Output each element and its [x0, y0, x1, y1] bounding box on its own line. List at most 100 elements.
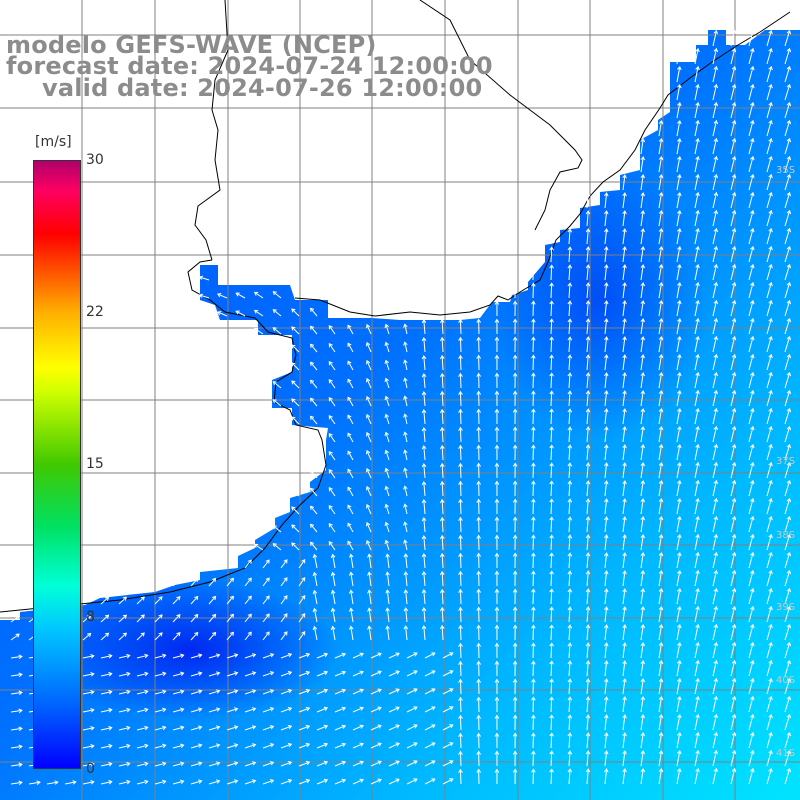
wind-arrow-head — [731, 749, 737, 755]
wind-arrow — [459, 535, 462, 551]
wind-arrow-head — [283, 613, 288, 618]
wind-arrow-head — [323, 724, 329, 730]
wind-arrow — [532, 715, 534, 731]
wind-arrow-head — [347, 522, 352, 527]
wind-arrow — [459, 391, 462, 407]
wind-arrow-head — [695, 119, 700, 125]
wind-arrow-head — [126, 671, 131, 677]
wind-arrow — [118, 655, 130, 659]
wind-arrow — [712, 660, 717, 677]
wind-arrow-head — [567, 552, 573, 557]
wind-arrow-head — [104, 614, 110, 619]
wind-arrow-head — [328, 325, 333, 330]
wind-arrow — [328, 325, 336, 335]
wind-arrow-head — [786, 263, 792, 269]
wind-arrow — [385, 486, 390, 497]
wind-arrow-head — [272, 399, 277, 404]
wind-arrow — [532, 355, 534, 371]
wind-arrow-head — [695, 713, 700, 719]
wind-arrow — [658, 624, 662, 641]
wind-arrow — [676, 300, 681, 317]
wind-arrow — [291, 362, 300, 371]
wind-arrow-head — [768, 299, 773, 305]
wind-arrow-head — [768, 749, 773, 755]
wind-arrow — [328, 505, 336, 515]
wind-arrow — [748, 300, 754, 317]
wind-arrow — [658, 498, 662, 515]
wind-arrow — [423, 589, 426, 605]
wind-arrow — [586, 247, 589, 263]
wind-arrow-head — [494, 678, 500, 683]
wind-arrow-head — [768, 83, 773, 89]
wind-arrow-head — [384, 413, 389, 419]
wind-arrow-head — [126, 779, 131, 785]
wind-arrow-head — [413, 778, 418, 783]
wind-arrow — [784, 318, 791, 335]
wind-arrow — [730, 210, 736, 227]
wind-arrow — [332, 590, 336, 605]
wind-arrow — [262, 725, 274, 731]
wind-arrow-head — [695, 173, 700, 179]
wind-arrow — [676, 426, 681, 443]
wind-arrow — [658, 714, 662, 731]
wind-arrow-head — [640, 660, 646, 665]
wind-arrow-head — [677, 551, 682, 557]
wind-arrow — [604, 391, 608, 407]
wind-arrow-head — [786, 641, 792, 647]
wind-arrow-head — [549, 642, 554, 647]
wind-arrow — [532, 265, 534, 281]
wind-arrow-head — [786, 191, 792, 197]
wind-arrow-head — [585, 552, 591, 557]
wind-arrow-head — [567, 516, 573, 521]
wind-arrow — [347, 505, 354, 515]
wind-arrow-head — [768, 227, 773, 233]
wind-arrow — [332, 608, 336, 623]
lat-label-39s: 39S — [776, 602, 796, 613]
wind-arrow-head — [108, 707, 113, 713]
wind-arrow — [388, 742, 400, 749]
wind-arrow-head — [658, 209, 664, 215]
wind-arrow-head — [385, 607, 390, 612]
wind-arrow — [244, 690, 256, 695]
wind-arrow-head — [366, 359, 371, 365]
wind-arrow-head — [531, 444, 536, 449]
wind-arrow-head — [658, 281, 664, 287]
wind-arrow — [568, 229, 571, 245]
wind-arrow — [82, 615, 91, 623]
wind-arrow-head — [549, 336, 554, 341]
wind-arrow-head — [323, 742, 329, 748]
wind-arrow — [622, 696, 626, 713]
wind-arrow-head — [476, 768, 482, 773]
wind-arrow — [459, 409, 462, 425]
wind-arrow — [640, 462, 644, 479]
wind-arrow-head — [567, 606, 573, 611]
wind-arrow-head — [162, 707, 167, 713]
wind-arrow-head — [198, 653, 203, 658]
wind-arrow — [766, 660, 772, 677]
wind-arrow — [550, 589, 553, 605]
wind-arrow — [712, 246, 717, 263]
wind-arrow-head — [287, 743, 293, 748]
wind-arrow — [280, 595, 288, 605]
wind-arrow-head — [310, 397, 315, 402]
wind-arrow-head — [349, 571, 354, 576]
wind-arrow-head — [531, 642, 536, 647]
wind-arrow — [366, 324, 372, 335]
wind-arrow — [658, 318, 662, 335]
wind-arrow-head — [328, 379, 333, 384]
wind-arrow-head — [622, 642, 627, 647]
wind-arrow-head — [658, 245, 664, 251]
wind-arrow-head — [90, 744, 95, 749]
wind-arrow — [404, 378, 408, 389]
wind-arrow — [586, 535, 589, 551]
wind-arrow — [586, 463, 589, 479]
wind-arrow-head — [768, 335, 773, 341]
wind-arrow-head — [750, 263, 755, 269]
wind-arrow-head — [494, 336, 500, 341]
wind-arrow — [712, 714, 717, 731]
wind-arrow-head — [458, 354, 463, 359]
wind-arrow — [586, 355, 589, 371]
wind-arrow-head — [604, 534, 609, 539]
wind-arrow-head — [494, 300, 500, 305]
wind-arrow-head — [512, 462, 518, 467]
